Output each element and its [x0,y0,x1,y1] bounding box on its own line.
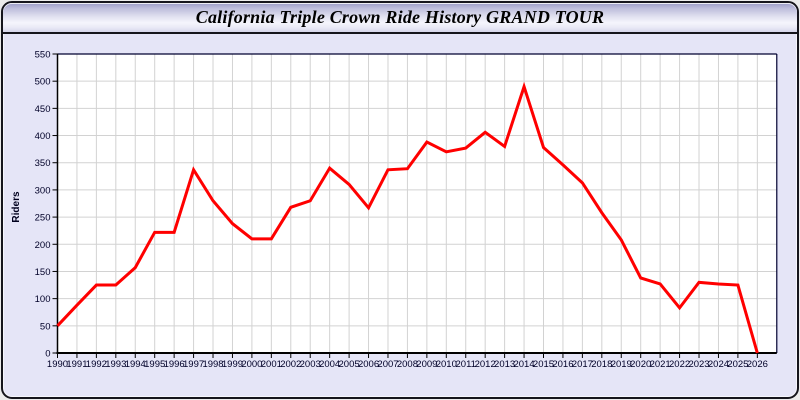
title-bar: California Triple Crown Ride History GRA… [3,3,797,34]
page-title: California Triple Crown Ride History GRA… [195,7,605,27]
y-axis-title: Riders [11,191,22,223]
